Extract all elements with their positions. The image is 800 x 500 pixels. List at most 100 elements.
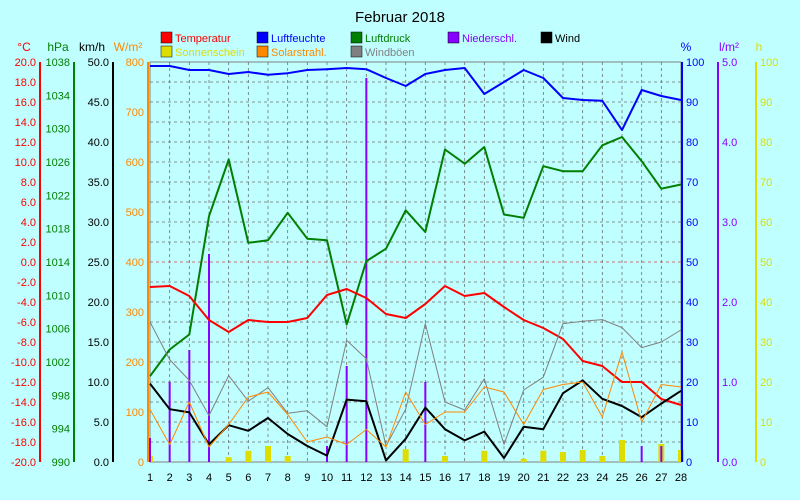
- x-tick-label: 26: [636, 472, 648, 484]
- x-tick-label: 23: [577, 472, 589, 484]
- precipitation-bar: [640, 446, 643, 462]
- sunshine-tick-label: 10: [760, 417, 772, 429]
- sunshine-tick-label: 30: [760, 337, 772, 349]
- precipitation-bar: [188, 350, 191, 462]
- humidity-tick-label: 90: [686, 97, 698, 109]
- unit-radiation: W/m²: [114, 40, 143, 54]
- sunshine-bar: [402, 449, 409, 462]
- humidity-tick-label: 80: [686, 137, 698, 149]
- wind-tick-label: 45.0: [88, 97, 109, 109]
- precipitation-bar: [149, 438, 151, 462]
- x-tick-label: 16: [439, 472, 451, 484]
- x-tick-label: 7: [265, 472, 271, 484]
- sunshine-tick-label: 80: [760, 137, 772, 149]
- x-tick-label: 27: [655, 472, 667, 484]
- pressure-tick-label: 1022: [46, 190, 70, 202]
- sunshine-legend-swatch: [160, 45, 173, 58]
- x-tick-label: 8: [285, 472, 291, 484]
- wind-tick-label: 35.0: [88, 177, 109, 189]
- wind-legend-swatch: [540, 31, 553, 44]
- pressure-tick-label: 1026: [46, 157, 70, 169]
- temperature-tick-label: 20.0: [15, 57, 36, 69]
- humidity-tick-label: 10: [686, 417, 698, 429]
- sunshine-bar: [599, 456, 606, 462]
- sunshine-tick-label: 90: [760, 97, 772, 109]
- sunshine-tick-label: 70: [760, 177, 772, 189]
- temperature-tick-label: 8.0: [21, 177, 36, 189]
- sunshine-bar: [245, 450, 252, 462]
- sunshine-tick-label: 40: [760, 297, 772, 309]
- wind-tick-label: 50.0: [88, 57, 109, 69]
- unit-temperature: °C: [17, 40, 31, 54]
- wind-tick-label: 15.0: [88, 337, 109, 349]
- axes: 20.018.016.014.012.010.08.06.04.02.00.0-…: [11, 57, 778, 484]
- precipitation-bar: [424, 382, 427, 462]
- x-tick-label: 9: [304, 472, 310, 484]
- x-tick-label: 1: [147, 472, 153, 484]
- x-tick-label: 17: [459, 472, 471, 484]
- wind-tick-label: 5.0: [94, 417, 109, 429]
- precipitation-legend-label: Niederschl.: [462, 33, 517, 45]
- precipitation-tick-label: 3.0: [722, 217, 737, 229]
- wind-tick-label: 10.0: [88, 377, 109, 389]
- sunshine-bar: [540, 450, 547, 462]
- radiation-line: [149, 351, 682, 448]
- x-tick-label: 3: [186, 472, 192, 484]
- pressure-tick-label: 1010: [46, 290, 70, 302]
- sunshine-bar: [619, 440, 625, 462]
- gusts-legend-swatch: [350, 45, 363, 58]
- x-tick-label: 4: [206, 472, 212, 484]
- temperature-tick-label: 12.0: [15, 137, 36, 149]
- x-tick-label: 19: [498, 472, 510, 484]
- temperature-tick-label: -14.0: [11, 397, 36, 409]
- temperature-tick-label: -18.0: [11, 437, 36, 449]
- temperature-tick-label: -20.0: [11, 457, 36, 469]
- x-tick-label: 13: [380, 472, 392, 484]
- humidity-tick-label: 0: [686, 457, 692, 469]
- precipitation-bar: [168, 382, 171, 462]
- precipitation-bar: [208, 254, 210, 462]
- temperature-tick-label: -2.0: [17, 277, 36, 289]
- pressure-line: [149, 136, 682, 377]
- temperature-tick-label: 6.0: [21, 197, 36, 209]
- humidity-line: [150, 65, 682, 131]
- sunshine-legend-label: Sonnenschein: [175, 47, 245, 59]
- pressure-legend-label: Luftdruck: [365, 33, 411, 45]
- radiation-tick-label: 200: [126, 357, 144, 369]
- precipitation-bar: [345, 366, 348, 462]
- pressure-tick-label: 998: [52, 390, 70, 402]
- radiation-tick-label: 500: [126, 207, 144, 219]
- sunshine-tick-label: 60: [760, 217, 772, 229]
- temperature-tick-label: -4.0: [17, 297, 36, 309]
- sunshine-bar: [225, 457, 232, 462]
- humidity-tick-label: 40: [686, 297, 698, 309]
- wind-line: [149, 379, 682, 462]
- sunshine-bar: [284, 456, 291, 462]
- x-tick-label: 24: [596, 472, 608, 484]
- bar-series: [147, 78, 684, 462]
- chart-legend: Temperatur Luftfeuchte Luftdruck Niederschl…: [160, 31, 580, 59]
- humidity-legend-swatch: [256, 31, 269, 44]
- pressure-tick-label: 1002: [46, 357, 70, 369]
- unit-wind: km/h: [79, 40, 105, 54]
- grid-lines: [150, 62, 681, 462]
- humidity-tick-label: 30: [686, 337, 698, 349]
- sunshine-tick-label: 50: [760, 257, 772, 269]
- radiation-tick-label: 800: [126, 57, 144, 69]
- x-tick-label: 10: [321, 472, 333, 484]
- sunshine-bar: [265, 446, 271, 462]
- unit-humidity: %: [681, 40, 692, 54]
- radiation-tick-label: 700: [126, 107, 144, 119]
- pressure-tick-label: 1030: [46, 124, 70, 136]
- line-series: [149, 65, 682, 462]
- humidity-tick-label: 50: [686, 257, 698, 269]
- temperature-line: [149, 285, 682, 406]
- temperature-tick-label: -8.0: [17, 337, 36, 349]
- temperature-tick-label: 4.0: [21, 217, 36, 229]
- precipitation-legend-swatch: [447, 31, 460, 44]
- x-tick-label: 28: [675, 472, 687, 484]
- radiation-tick-label: 600: [126, 157, 144, 169]
- wind-tick-label: 20.0: [88, 297, 109, 309]
- temperature-tick-label: 18.0: [15, 77, 36, 89]
- temperature-tick-label: 14.0: [15, 117, 36, 129]
